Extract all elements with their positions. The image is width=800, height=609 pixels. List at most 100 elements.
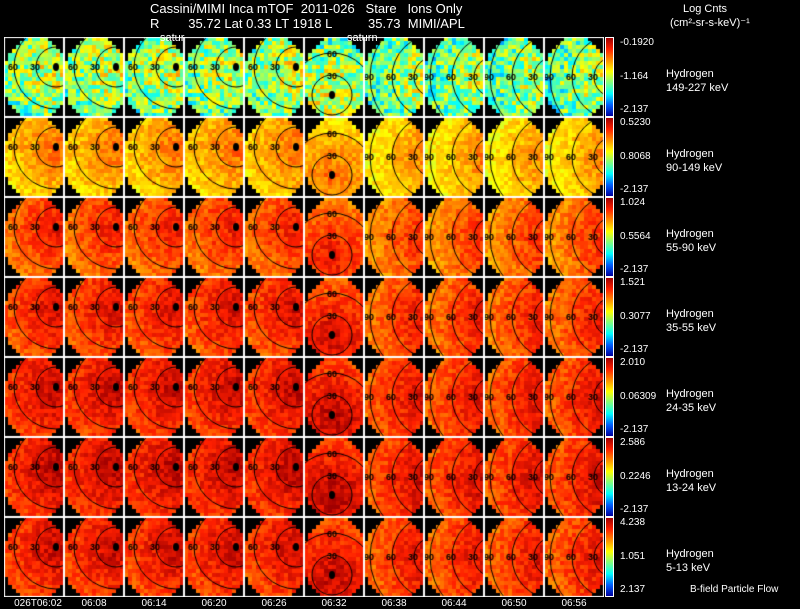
time-tick-label: 06:44 xyxy=(441,598,467,609)
row-species-label: Hydrogen xyxy=(666,388,714,400)
time-tick-label: 06:26 xyxy=(261,598,287,609)
image-panel xyxy=(484,437,544,517)
image-panel xyxy=(244,37,304,117)
image-panel xyxy=(244,197,304,277)
image-panel xyxy=(304,517,364,597)
image-panel xyxy=(364,517,424,597)
image-panel xyxy=(544,357,604,437)
image-panel xyxy=(304,277,364,357)
time-tick-label: 06:56 xyxy=(561,598,587,609)
image-panel xyxy=(124,37,184,117)
row-energy-label: 24-35 keV xyxy=(666,402,717,414)
image-panel xyxy=(4,117,64,197)
image-panel xyxy=(4,357,64,437)
units-label: (cm²-sr-s-keV)⁻¹ xyxy=(670,17,750,29)
colorbar-cmax-label: 2.010 xyxy=(620,357,646,368)
time-tick-label: 06:14 xyxy=(141,598,167,609)
image-panel xyxy=(184,117,244,197)
row-energy-label: 35-55 keV xyxy=(666,322,717,334)
image-panel xyxy=(364,277,424,357)
image-panel xyxy=(424,357,484,437)
image-panel xyxy=(64,517,124,597)
image-panel xyxy=(184,277,244,357)
image-panel xyxy=(484,277,544,357)
image-panel xyxy=(304,117,364,197)
image-panel xyxy=(424,437,484,517)
colorbar-cmid-label: 0.06309 xyxy=(620,391,657,402)
image-panel xyxy=(484,117,544,197)
image-panel xyxy=(64,437,124,517)
image-panel xyxy=(64,37,124,117)
image-panel xyxy=(124,517,184,597)
image-panel xyxy=(184,357,244,437)
colorbar-cmax-label: -0.1920 xyxy=(620,37,654,48)
image-panel xyxy=(424,37,484,117)
row-energy-label: 5-13 keV xyxy=(666,562,711,574)
colorbar xyxy=(605,517,614,597)
colorbar-cmid-label: 0.8068 xyxy=(620,151,651,162)
image-panel xyxy=(4,197,64,277)
image-panel xyxy=(184,197,244,277)
colorbar-cmin-label: -2.137 xyxy=(620,504,649,515)
footer-label: B-field Particle Flow xyxy=(690,584,779,595)
image-panel xyxy=(484,37,544,117)
image-panel xyxy=(484,197,544,277)
time-tick-label: 06:32 xyxy=(321,598,347,609)
image-panel xyxy=(4,517,64,597)
plot-title: Cassini/MIMI Inca mTOF 2011-026 Stare Io… xyxy=(150,1,463,16)
colorbar-cmax-label: 1.521 xyxy=(620,277,646,288)
image-panel xyxy=(424,117,484,197)
row-species-label: Hydrogen xyxy=(666,548,714,560)
image-panel xyxy=(244,277,304,357)
image-panel xyxy=(544,117,604,197)
row-energy-label: 90-149 keV xyxy=(666,162,723,174)
colorbar-cmin-label: -2.137 xyxy=(620,424,649,435)
image-panel xyxy=(4,277,64,357)
image-panel xyxy=(184,437,244,517)
image-panel xyxy=(364,37,424,117)
image-panel xyxy=(64,117,124,197)
units-title: Log Cnts xyxy=(683,3,728,15)
image-panel xyxy=(124,357,184,437)
colorbar-cmid-label: 0.5564 xyxy=(620,231,651,242)
image-panel xyxy=(304,37,364,117)
time-tick-label: 06:38 xyxy=(381,598,407,609)
row-energy-label: 13-24 keV xyxy=(666,482,717,494)
image-panel xyxy=(4,37,64,117)
row-energy-label: 55-90 keV xyxy=(666,242,717,254)
time-tick-label: 026T06:02 xyxy=(14,598,62,609)
colorbar-cmin-label: -2.137 xyxy=(620,264,649,275)
colorbar-cmin-label: -2.137 xyxy=(620,344,649,355)
image-panel xyxy=(184,517,244,597)
colorbar xyxy=(605,437,614,517)
image-panel xyxy=(364,357,424,437)
image-panel xyxy=(64,197,124,277)
image-panel xyxy=(64,357,124,437)
colorbar xyxy=(605,277,614,357)
colorbar-cmax-label: 2.586 xyxy=(620,437,646,448)
image-panel xyxy=(364,437,424,517)
image-panel xyxy=(244,357,304,437)
image-panel xyxy=(64,277,124,357)
colorbar-cmax-label: 4.238 xyxy=(620,517,646,528)
image-panel xyxy=(124,437,184,517)
saturn-label: saturn xyxy=(347,32,378,44)
colorbar-cmid-label: 0.3077 xyxy=(620,311,651,322)
row-species-label: Hydrogen xyxy=(666,148,714,160)
colorbar-cmin-label: -2.137 xyxy=(620,184,649,195)
time-tick-label: 06:20 xyxy=(201,598,227,609)
colorbar-cmid-label: -1.164 xyxy=(620,71,649,82)
image-panel xyxy=(244,117,304,197)
image-panel xyxy=(544,197,604,277)
image-panel xyxy=(304,197,364,277)
colorbar-cmax-label: 1.024 xyxy=(620,197,646,208)
image-panel xyxy=(304,357,364,437)
time-tick-label: 06:08 xyxy=(81,598,107,609)
image-panel xyxy=(304,437,364,517)
colorbar-cmin-label: -2.137 xyxy=(620,104,649,115)
image-panel xyxy=(544,437,604,517)
image-panel xyxy=(4,437,64,517)
orbit-info: R 35.72 Lat 0.33 LT 1918 L 35.73 MIMI/AP… xyxy=(150,16,465,31)
image-panel xyxy=(364,117,424,197)
image-panel xyxy=(124,197,184,277)
